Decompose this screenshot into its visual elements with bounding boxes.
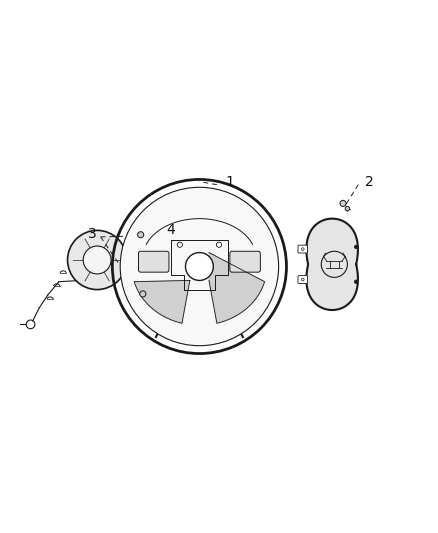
Circle shape xyxy=(340,200,346,206)
FancyBboxPatch shape xyxy=(138,251,169,272)
Polygon shape xyxy=(134,280,190,323)
Circle shape xyxy=(354,245,358,249)
Text: 1: 1 xyxy=(226,175,234,189)
Text: 2: 2 xyxy=(365,175,374,189)
Text: 3: 3 xyxy=(88,227,97,241)
Circle shape xyxy=(345,206,350,211)
FancyBboxPatch shape xyxy=(230,251,260,272)
Circle shape xyxy=(138,232,144,238)
Polygon shape xyxy=(209,253,265,323)
FancyBboxPatch shape xyxy=(298,245,307,253)
Circle shape xyxy=(354,280,358,284)
Polygon shape xyxy=(306,219,358,310)
Circle shape xyxy=(140,291,146,297)
Circle shape xyxy=(185,253,213,280)
Circle shape xyxy=(120,187,279,346)
Circle shape xyxy=(67,230,127,289)
Bar xyxy=(132,228,148,295)
Circle shape xyxy=(83,246,111,274)
FancyBboxPatch shape xyxy=(298,276,307,284)
Text: 4: 4 xyxy=(167,222,176,237)
